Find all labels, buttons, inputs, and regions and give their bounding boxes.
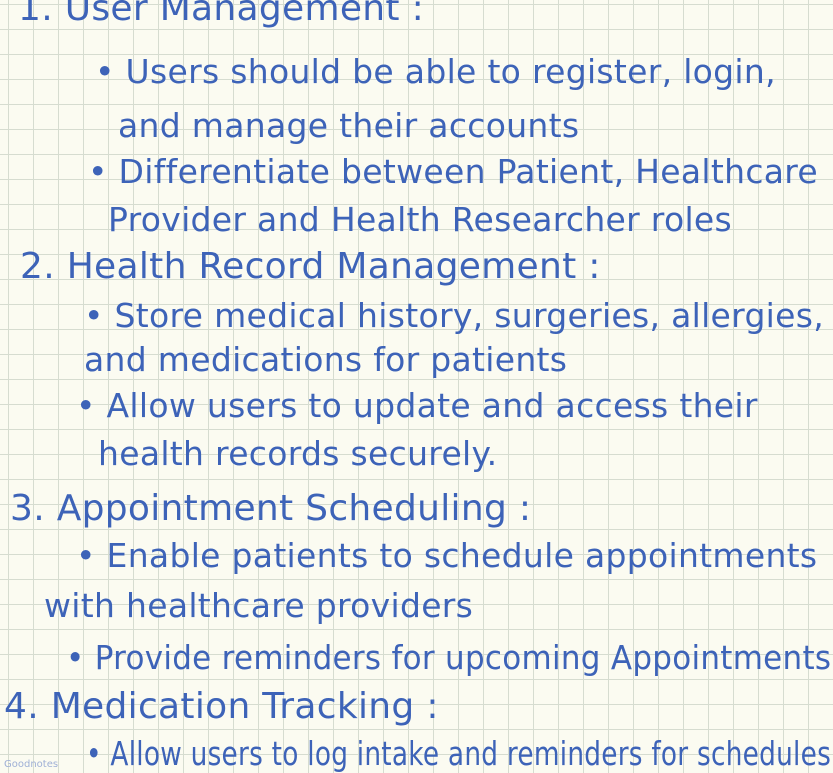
section-1-bullet-1: • Users should be able to register, logi…	[95, 52, 776, 91]
section-1-bullet-2: • Differentiate between Patient, Healthc…	[88, 152, 819, 191]
section-2-bullet-1: • Store medical history, surgeries, alle…	[84, 296, 825, 335]
section-3-bullet-1: • Enable patients to schedule appointmen…	[76, 536, 818, 575]
section-3-bullet-1-cont: with healthcare providers	[44, 586, 474, 625]
section-4-bullet-1: • Allow users to log intake and reminder…	[86, 734, 832, 773]
goodnotes-watermark: Goodnotes	[4, 759, 59, 770]
section-3-bullet-2: • Provide reminders for upcoming Appoint…	[66, 638, 832, 677]
section-4-heading: 4. Medication Tracking :	[4, 686, 439, 727]
section-2-bullet-1-cont: and medications for patients	[84, 340, 568, 379]
section-2-bullet-2: • Allow users to update and access their	[76, 386, 758, 425]
section-2-bullet-2-cont: health records securely.	[98, 434, 498, 473]
section-1-bullet-1-cont: and manage their accounts	[118, 106, 580, 145]
section-1-heading: 1. User Management :	[18, 0, 425, 29]
section-2-heading: 2. Health Record Management :	[20, 246, 601, 287]
section-1-bullet-2-cont: Provider and Health Researcher roles	[108, 200, 733, 239]
section-3-heading: 3. Appointment Scheduling :	[10, 488, 532, 529]
